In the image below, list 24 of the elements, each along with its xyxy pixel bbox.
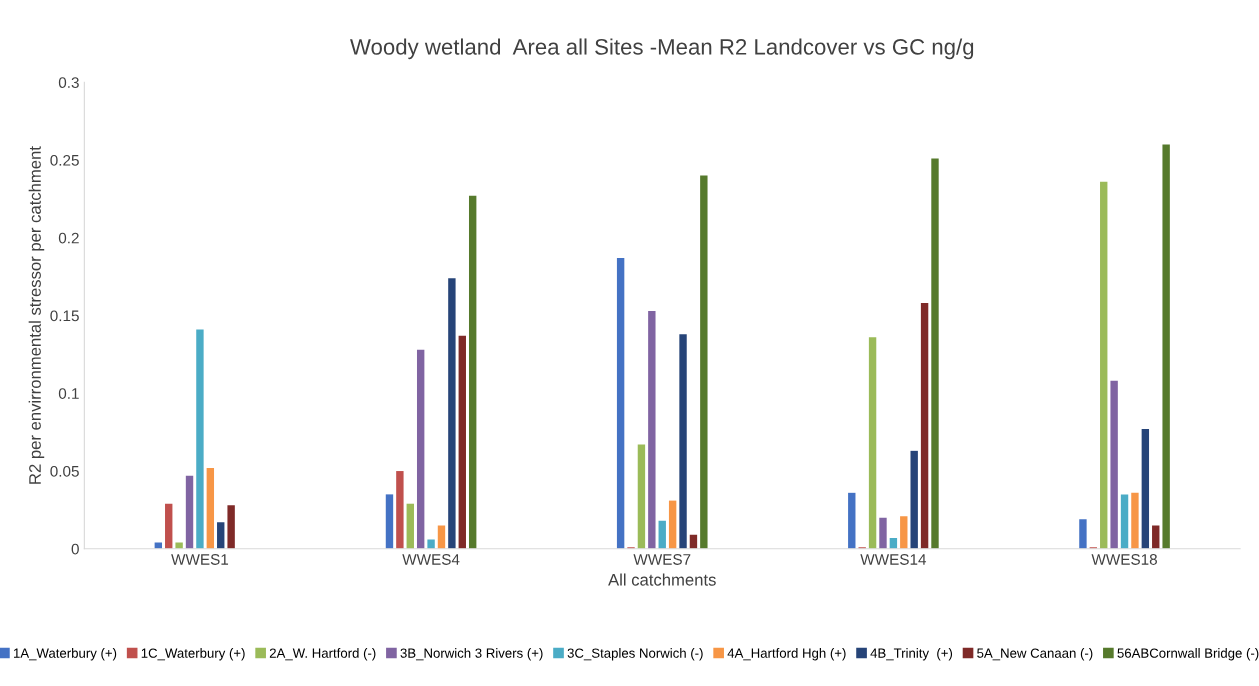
y-tick-label: 0.3 [58,77,79,89]
legend-label: 3B_Norwich 3 Rivers (+) [400,648,543,661]
legend-label: 5A_New Canaan (-) [977,648,1093,661]
chart-title: Woody wetland Area all Sites -Mean R2 Landcover vs GC ng/g [350,38,974,60]
x-tick-label: WWES14 [860,554,927,565]
legend-label: 1C_Waterbury (+) [141,648,245,661]
y-axis-title: R2 per envirronmental stressor per catchment [28,146,45,484]
x-tick-label: WWES4 [402,554,460,565]
x-tick-label: WWES1 [171,554,229,565]
x-tick-label: WWES7 [633,554,691,565]
y-tick-label: 0.2 [58,232,79,244]
legend-label: 2A_W. Hartford (-) [269,648,376,661]
legend-label: 4A_Hartford Hgh (+) [727,648,846,661]
y-tick-label: 0.15 [50,310,79,322]
legend-label: 4B_Trinity (+) [870,648,953,661]
y-tick-label: 0.25 [50,154,79,166]
y-tick-label: 0.1 [58,388,79,399]
legend-label: 3C_Staples Norwich (-) [567,648,703,661]
y-tick-label: 0.05 [50,465,79,477]
x-axis-title: All catchments [608,573,716,586]
y-tick-label: 0 [71,543,79,555]
x-tick-label: WWES18 [1091,554,1157,565]
legend-label: 1A_Waterbury (+) [14,648,117,661]
legend-label: 56ABCornwall Bridge (-) [1117,648,1259,661]
